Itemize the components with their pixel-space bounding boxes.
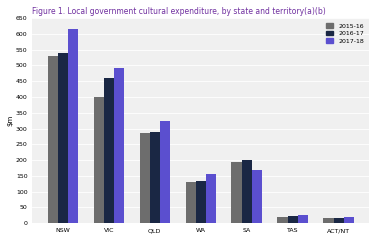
Bar bbox=[242, 160, 252, 223]
Bar bbox=[58, 53, 68, 223]
Bar bbox=[196, 181, 206, 223]
Bar bbox=[48, 56, 58, 223]
Bar bbox=[252, 169, 262, 223]
Bar bbox=[94, 97, 104, 223]
Bar bbox=[206, 174, 216, 223]
Bar bbox=[298, 215, 308, 223]
Bar bbox=[150, 132, 160, 223]
Bar bbox=[104, 78, 114, 223]
Bar bbox=[323, 218, 334, 223]
Bar bbox=[344, 217, 354, 223]
Y-axis label: $m: $m bbox=[7, 115, 13, 126]
Text: Figure 1. Local government cultural expenditure, by state and territory(a)(b): Figure 1. Local government cultural expe… bbox=[32, 7, 326, 16]
Bar bbox=[139, 133, 150, 223]
Bar bbox=[114, 68, 124, 223]
Bar bbox=[68, 30, 78, 223]
Bar bbox=[288, 216, 298, 223]
Bar bbox=[334, 217, 344, 223]
Bar bbox=[277, 217, 288, 223]
Bar bbox=[160, 121, 170, 223]
Bar bbox=[185, 182, 196, 223]
Legend: 2015-16, 2016-17, 2017-18: 2015-16, 2016-17, 2017-18 bbox=[324, 21, 366, 45]
Bar bbox=[232, 162, 242, 223]
